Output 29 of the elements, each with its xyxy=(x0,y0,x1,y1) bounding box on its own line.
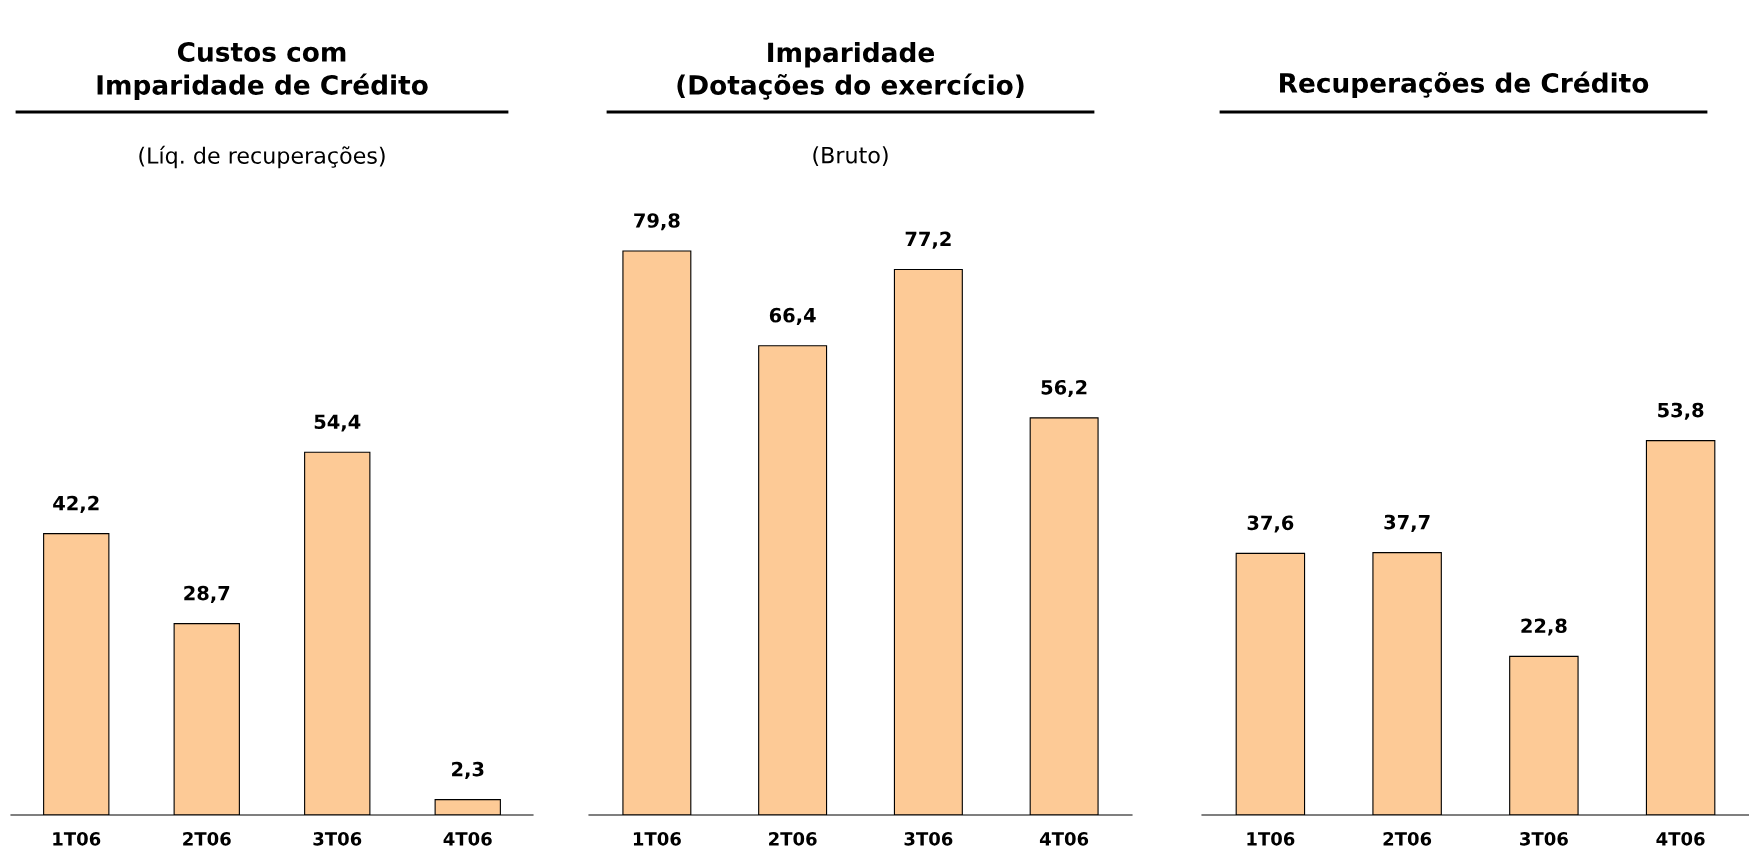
chart-title: Imparidade (Dotações do exercício) xyxy=(677,41,1024,100)
x-tick-label: 2T06 xyxy=(769,831,817,846)
x-tick-label: 3T06 xyxy=(313,831,362,846)
x-tick-label: 2T06 xyxy=(1383,831,1432,846)
x-tick-label: 1T06 xyxy=(1247,831,1295,846)
x-tick-label: 1T06 xyxy=(53,831,101,846)
x-tick-label: 4T06 xyxy=(1656,831,1705,846)
x-tick-label: 2T06 xyxy=(183,831,231,846)
x-tick-label: 4T06 xyxy=(443,831,492,846)
chart-subtitle: (Bruto) xyxy=(813,146,888,167)
data-label: 37,7 xyxy=(1384,514,1430,532)
chart-title: Recuperações de Crédito xyxy=(1280,71,1649,98)
x-tick-label: 3T06 xyxy=(904,831,953,846)
data-label: 53,8 xyxy=(1658,402,1704,420)
chart-title: Custos com Imparidade de Crédito xyxy=(97,42,428,100)
data-label: 56,2 xyxy=(1041,379,1087,398)
data-label: 79,8 xyxy=(634,213,680,231)
data-label: 42,2 xyxy=(53,495,99,513)
data-label: 2,3 xyxy=(452,761,484,779)
chart-subtitle: (Líq. de recuperações) xyxy=(139,145,385,169)
data-label: 28,7 xyxy=(184,585,230,603)
data-label: 77,2 xyxy=(905,231,951,249)
x-tick-label: 1T06 xyxy=(633,831,681,846)
x-tick-label: 4T06 xyxy=(1039,831,1089,846)
data-label: 37,6 xyxy=(1247,515,1294,533)
x-tick-label: 3T06 xyxy=(1520,831,1568,846)
data-label: 54,4 xyxy=(314,414,361,432)
data-label: 66,4 xyxy=(769,307,816,326)
data-label: 22,8 xyxy=(1521,618,1567,636)
